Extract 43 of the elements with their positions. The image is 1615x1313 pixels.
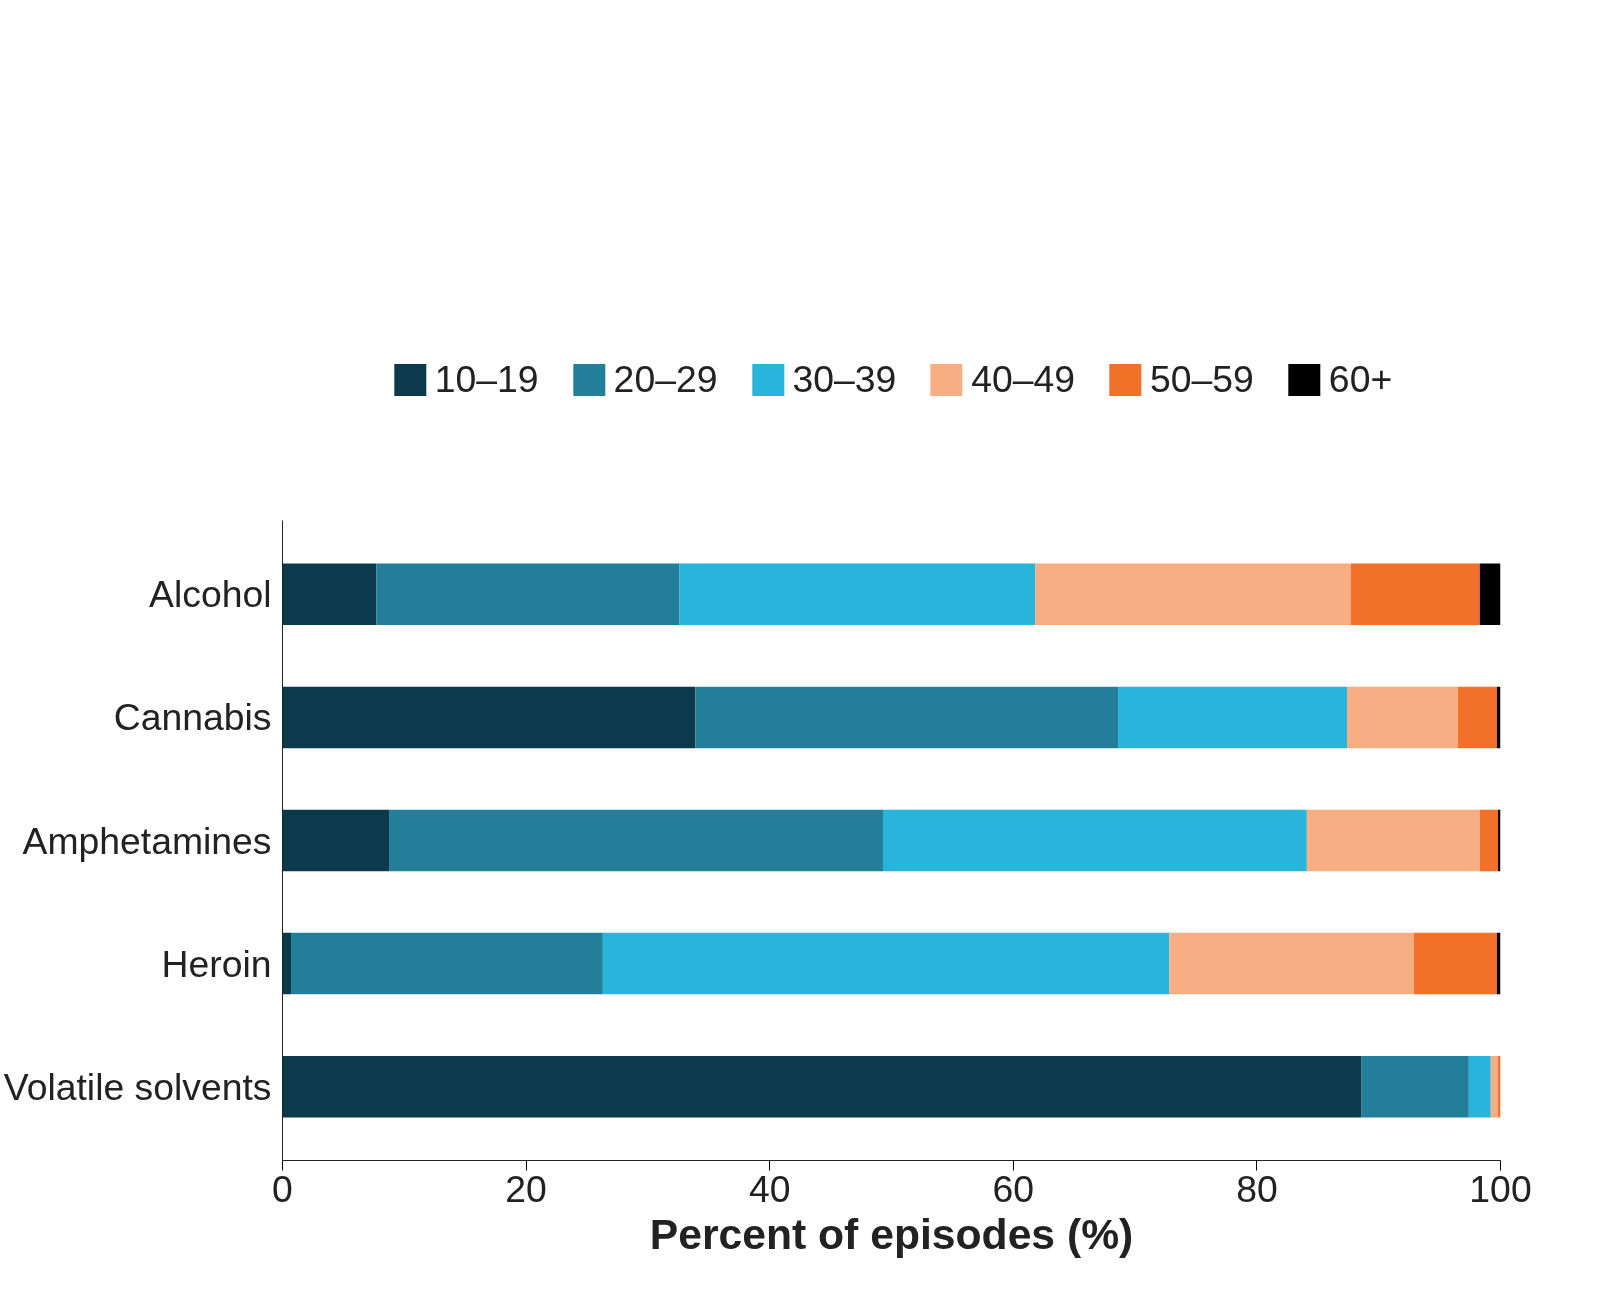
bar <box>282 1055 1362 1118</box>
y-tick-label: Heroin <box>161 942 272 985</box>
y-tick-label: Cannabis <box>113 696 272 739</box>
bar <box>282 809 390 872</box>
bar <box>282 686 696 749</box>
x-tick-label: 0 <box>272 1167 293 1210</box>
bar <box>1350 563 1480 626</box>
bar <box>1035 563 1351 626</box>
bar <box>1479 563 1501 626</box>
legend-label: 40–49 <box>971 357 1076 401</box>
y-tick-label: Amphetamines <box>22 819 272 862</box>
bar <box>679 563 1036 626</box>
bar <box>1457 686 1497 749</box>
bar <box>282 932 292 995</box>
legend-label: 60+ <box>1328 357 1393 401</box>
bar <box>282 563 377 626</box>
bar <box>376 563 680 626</box>
bar <box>695 686 1119 749</box>
bar <box>882 809 1307 872</box>
bar <box>291 932 603 995</box>
legend-label: 50–59 <box>1150 357 1254 401</box>
bar <box>602 932 1170 995</box>
x-tick-label: 100 <box>1469 1167 1532 1210</box>
bar <box>1414 932 1497 995</box>
legend-label: 20–29 <box>613 357 718 401</box>
legend-label: 30–39 <box>792 357 897 401</box>
x-axis-title: Percent of episodes (%) <box>649 1209 1134 1258</box>
bar <box>1361 1055 1469 1118</box>
bar <box>1468 1055 1491 1118</box>
bar <box>1347 686 1458 749</box>
x-tick-label: 60 <box>992 1167 1035 1210</box>
bar <box>1306 809 1480 872</box>
bar <box>389 809 883 872</box>
y-tick-label: Volatile solvents <box>3 1065 272 1108</box>
bar <box>1169 932 1415 995</box>
y-tick-label: Alcohol <box>149 573 272 616</box>
x-tick-label: 40 <box>748 1167 791 1210</box>
legend-label: 10–19 <box>434 357 539 401</box>
bar <box>1479 809 1499 872</box>
x-tick-label: 20 <box>505 1167 547 1210</box>
x-tick-label: 80 <box>1236 1167 1278 1210</box>
bar <box>1118 686 1348 749</box>
bar <box>1490 1055 1499 1118</box>
